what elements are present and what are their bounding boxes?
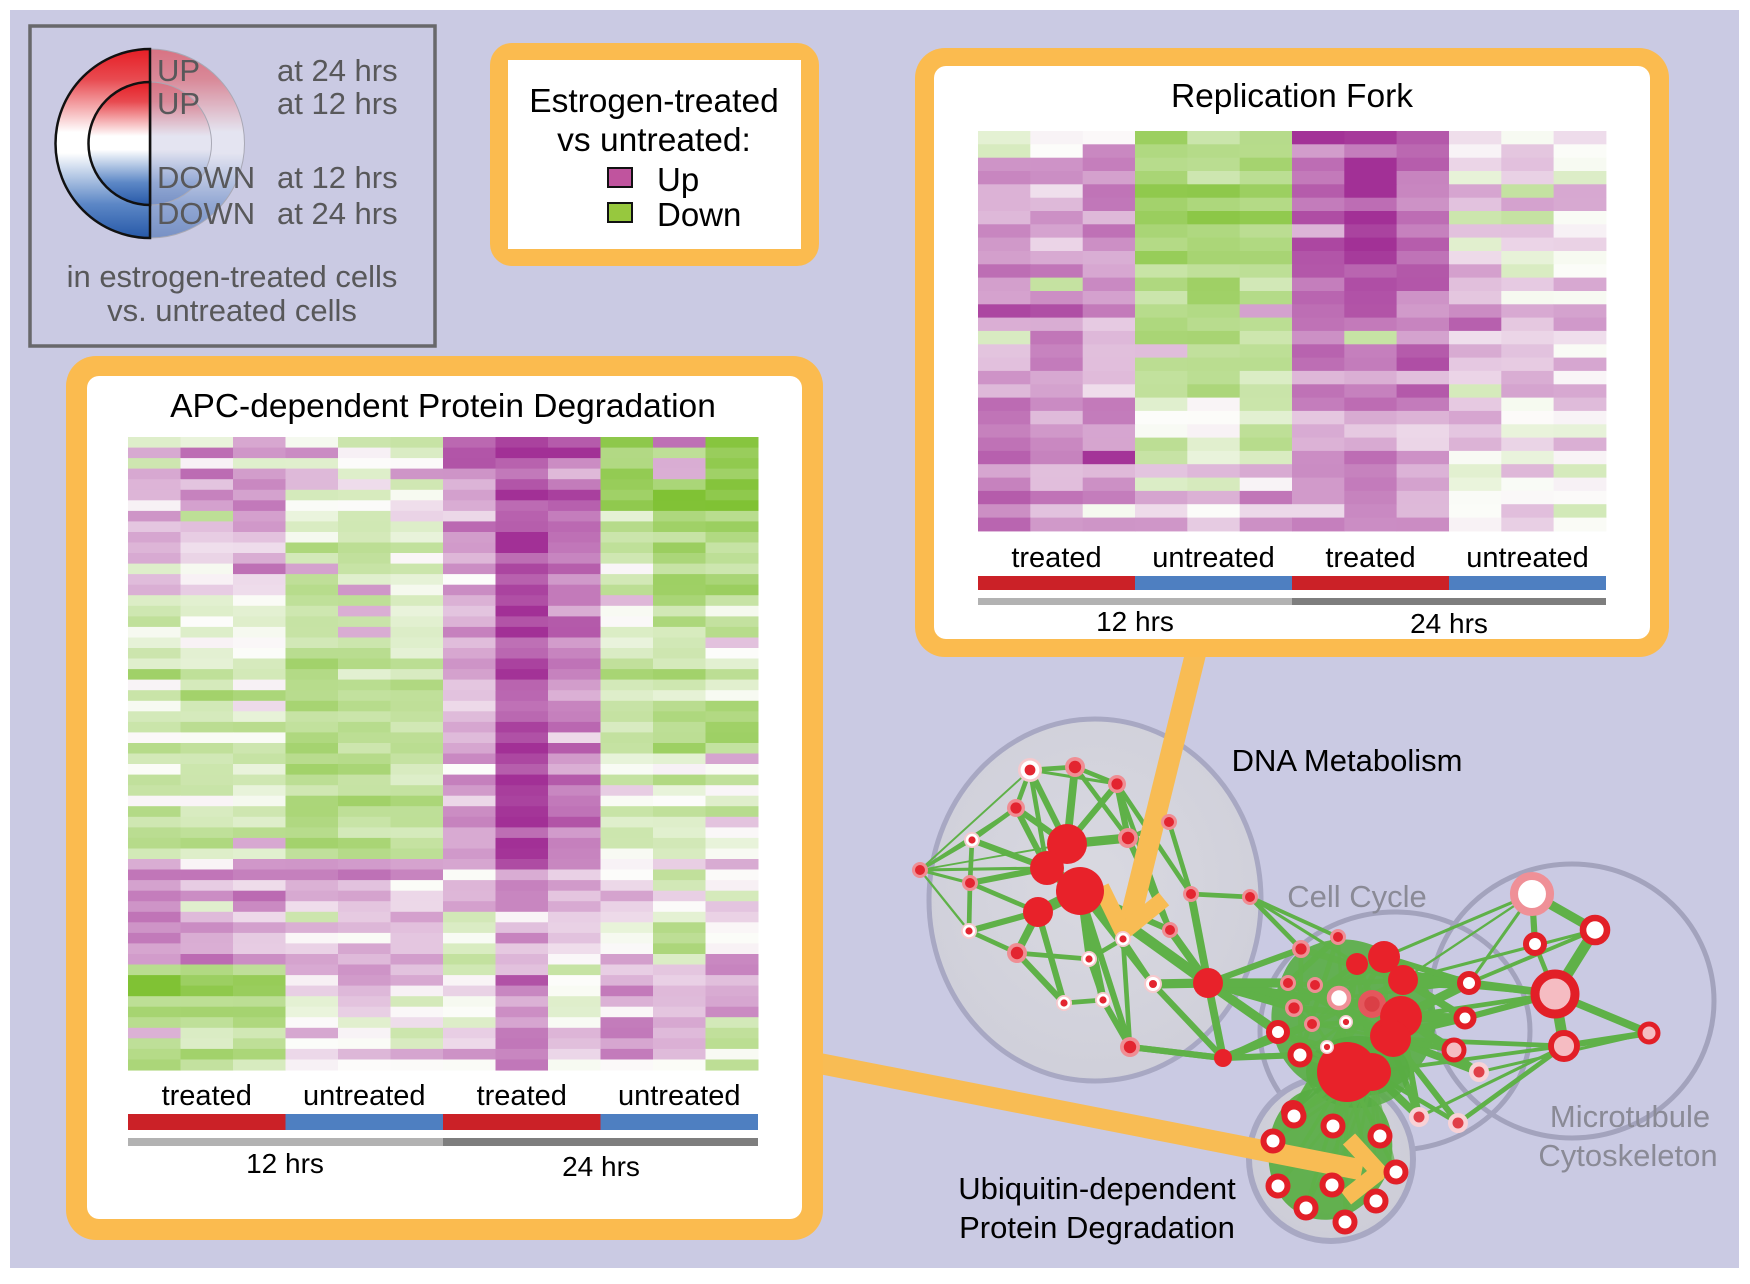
svg-text:vs untreated:: vs untreated: — [557, 122, 751, 159]
svg-text:APC-dependent Protein Degradat: APC-dependent Protein Degradation — [170, 388, 716, 425]
svg-text:Cell Cycle: Cell Cycle — [1287, 879, 1427, 914]
svg-text:Replication Fork: Replication Fork — [1171, 78, 1413, 115]
svg-text:DOWN: DOWN — [157, 160, 255, 195]
svg-text:at 24 hrs: at 24 hrs — [277, 53, 398, 88]
svg-text:at 24 hrs: at 24 hrs — [277, 196, 398, 231]
svg-text:Estrogen-treated: Estrogen-treated — [529, 83, 779, 120]
svg-text:treated: treated — [162, 1080, 252, 1112]
svg-text:24 hrs: 24 hrs — [1410, 608, 1488, 639]
svg-text:UP: UP — [157, 53, 200, 88]
svg-text:DOWN: DOWN — [157, 196, 255, 231]
svg-text:Microtubule: Microtubule — [1550, 1099, 1710, 1134]
svg-text:Protein Degradation: Protein Degradation — [959, 1210, 1235, 1245]
svg-text:12 hrs: 12 hrs — [1096, 606, 1174, 637]
svg-text:at 12 hrs: at 12 hrs — [277, 86, 398, 121]
svg-text:12 hrs: 12 hrs — [246, 1148, 324, 1179]
svg-text:Down: Down — [657, 196, 741, 233]
svg-text:untreated: untreated — [303, 1080, 426, 1112]
svg-text:24 hrs: 24 hrs — [562, 1151, 640, 1182]
svg-text:untreated: untreated — [1466, 542, 1589, 574]
svg-text:Cytoskeleton: Cytoskeleton — [1538, 1138, 1717, 1173]
svg-text:untreated: untreated — [618, 1080, 741, 1112]
svg-text:UP: UP — [157, 86, 200, 121]
svg-text:Ubiquitin-dependent: Ubiquitin-dependent — [958, 1171, 1236, 1206]
svg-text:treated: treated — [1325, 542, 1415, 574]
svg-text:at 12 hrs: at 12 hrs — [277, 160, 398, 195]
svg-text:treated: treated — [477, 1080, 567, 1112]
svg-text:DNA Metabolism: DNA Metabolism — [1232, 743, 1463, 778]
svg-text:untreated: untreated — [1152, 542, 1275, 574]
svg-text:treated: treated — [1011, 542, 1101, 574]
svg-text:vs. untreated cells: vs. untreated cells — [107, 293, 357, 328]
svg-text:in estrogen-treated cells: in estrogen-treated cells — [67, 259, 398, 294]
svg-text:Up: Up — [657, 161, 699, 198]
